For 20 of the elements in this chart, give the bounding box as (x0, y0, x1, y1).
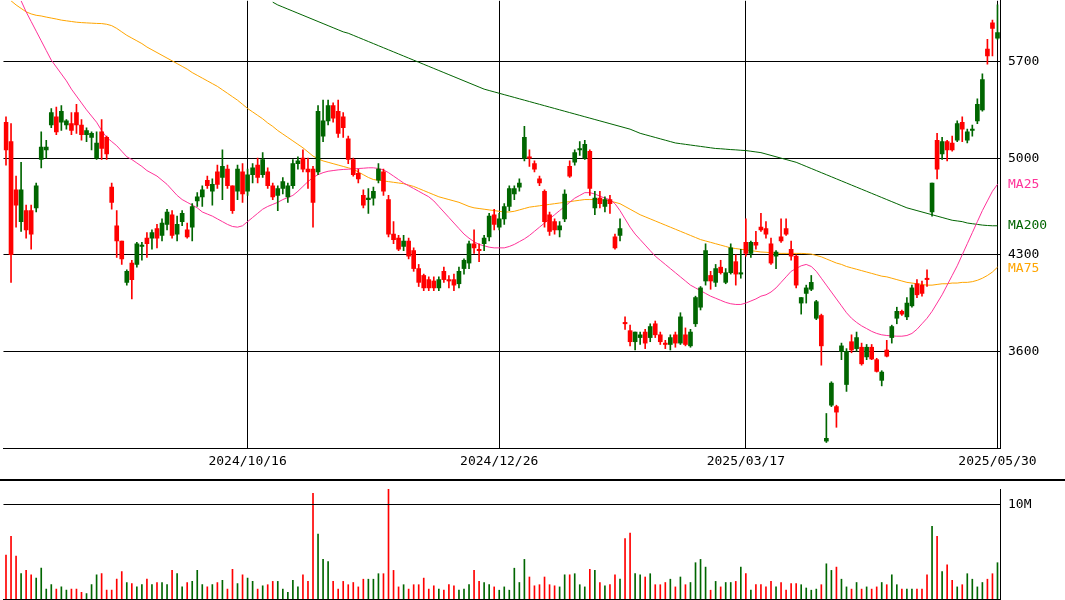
x-tick-label: 2024/10/16 (208, 453, 287, 469)
y-tick-label: 3600 (1008, 342, 1040, 358)
y-tick-label: 5000 (1008, 149, 1040, 165)
candlestick (577, 141, 583, 156)
candlestick (959, 116, 965, 142)
x-tick-label: 2024/12/26 (460, 453, 539, 469)
candlestick (969, 124, 975, 137)
y-tick-label: 4300 (1008, 246, 1040, 262)
candlestick (738, 248, 744, 279)
series-label: MA25 (1008, 175, 1040, 191)
candlestick (607, 195, 613, 214)
candlestick (778, 218, 784, 243)
x-tick-label: 2025/03/17 (706, 453, 785, 469)
candlestick (43, 139, 49, 159)
y-tick-label: 5700 (1008, 52, 1040, 68)
series-label: MA200 (1008, 217, 1048, 233)
ref-line-label: 10M (1008, 495, 1032, 511)
x-tick-label: 2025/05/30 (958, 453, 1037, 469)
candlestick (471, 229, 477, 254)
series-label: MA75 (1008, 260, 1040, 276)
